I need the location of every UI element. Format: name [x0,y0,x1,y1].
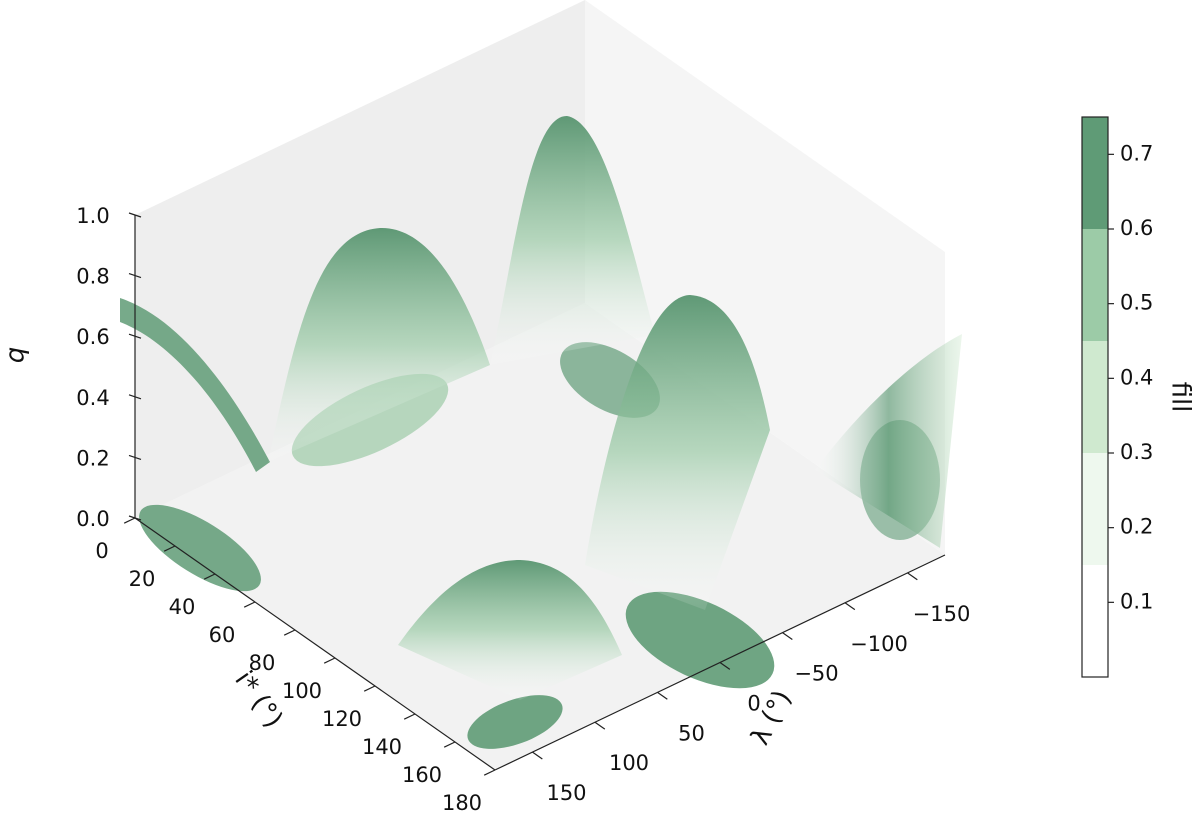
z-tick-label: 1.0 [76,204,109,228]
surface-ridge [585,295,770,610]
y-tick-label: −150 [913,602,971,626]
z-tick [128,394,142,400]
x-tick [283,629,296,636]
floor-contour [139,504,261,592]
colorbar-band [1082,565,1108,677]
colorbar-tick-label: 0.7 [1120,141,1153,165]
x-tick-label: 60 [209,623,236,647]
x-tick-label: 20 [129,567,156,591]
x-tick [483,769,496,776]
x-tick-label: 180 [442,791,482,815]
colorbar-band [1082,453,1108,565]
colorbar-label: fill [1166,382,1196,413]
floor-contour [467,695,563,749]
surface-ridge [490,115,655,365]
x-tick [163,545,176,552]
x-axis-label: i* (°) [228,666,288,734]
x-tick-label: 100 [282,679,322,703]
surface-ridge [815,334,962,548]
x-tick [403,713,416,720]
colorbar-tick-label: 0.2 [1120,515,1153,539]
z-tick [128,212,142,218]
x-axis-line [134,517,496,771]
x-tick [123,517,136,524]
colorbar-tick-label: 0.5 [1120,291,1153,315]
y-tick [719,662,731,670]
z-tick [128,273,142,279]
y-tick-label: −100 [850,632,908,656]
surface-ridge [398,560,622,700]
colorbar-tick-label: 0.3 [1120,440,1153,464]
x-tick [243,601,256,608]
z-tick-label: 0.6 [76,325,109,349]
y-tick [657,691,668,700]
y-tick-label: 100 [609,751,649,775]
x-tick-label: 160 [402,763,442,787]
y-tick [907,572,918,581]
x-tick-label: 0 [95,539,108,563]
z-tick-label: 0.2 [76,446,109,470]
y-tick-label: 0 [747,692,760,716]
x-tick [323,657,336,664]
x-tick [363,685,376,692]
x-tick-label: 120 [322,707,362,731]
z-tick [128,454,142,460]
right-wall-pane [585,0,945,555]
surface [120,115,962,749]
axes: q i* (°) λ (°) fill 0.00.20.40.60.81.002… [1,116,1196,815]
surface-ridge [120,298,270,472]
z-tick-label: 0.4 [76,386,109,410]
x-tick-label: 80 [249,651,276,675]
colorbar-frame [1081,116,1109,678]
z-tick-label: 0.8 [76,265,109,289]
z-tick [128,333,142,339]
colorbar-tick-label: 0.1 [1120,589,1153,613]
x-tick-label: 140 [362,735,402,759]
surface-ridge [268,227,490,462]
y-tick-label: 50 [678,721,705,745]
x-tick [203,573,216,580]
floor-contour [625,591,775,689]
y-tick [782,632,793,641]
y-tick [532,751,543,760]
y-tick-label: 150 [546,781,586,805]
y-tick [844,602,856,611]
y-tick [594,721,606,730]
colorbar-band [1082,229,1108,341]
colorbar-band [1082,117,1108,229]
x-tick [443,741,456,748]
y-tick-label: −50 [794,662,838,686]
colorbar-tick-label: 0.4 [1120,365,1153,389]
colorbar-band [1082,341,1108,453]
colorbar-tick-label: 0.6 [1120,216,1153,240]
x-tick-label: 40 [169,595,196,619]
z-axis-label: q [1,347,31,364]
z-tick-label: 0.0 [76,507,109,531]
